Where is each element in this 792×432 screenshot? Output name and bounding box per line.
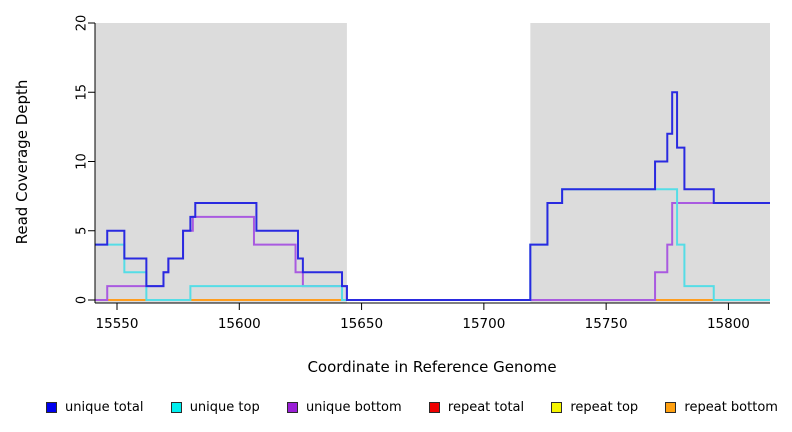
legend-swatch-repeat-bottom [665, 401, 677, 413]
y-tick-label: 20 [75, 15, 90, 32]
x-tick-label: 15700 [462, 316, 505, 332]
legend-item-repeat-total: repeat total [428, 399, 525, 415]
axis-layer: 0 5 10 15 20 15550 15600 15650 15700 15750 15800 [75, 15, 770, 332]
legend-swatch-unique-total [46, 401, 57, 413]
legend-label: repeat top [570, 399, 639, 415]
x-axis-title: Coordinate in Reference Genome [307, 358, 556, 376]
legend-label: repeat bottom [684, 399, 778, 415]
series-unique_total-line [95, 91, 770, 301]
plot-canvas: 0 5 10 15 20 15550 15600 15650 15700 15750 15800 C… [13, 15, 770, 376]
y-tick-label: 0 [75, 296, 90, 304]
left-gray-region [95, 23, 347, 303]
legend-swatch-repeat-top [551, 401, 563, 413]
legend: unique total unique top unique bottom repea… [46, 394, 778, 420]
right-gray-region [530, 23, 770, 303]
legend-label: repeat total [447, 399, 525, 415]
legend-swatch-repeat-total [428, 401, 440, 413]
series-layer [95, 91, 770, 301]
legend-item-repeat-top: repeat top [551, 400, 638, 415]
x-tick-label: 15800 [707, 316, 750, 332]
legend-label: unique total [65, 399, 144, 415]
x-tick-label: 15650 [340, 316, 383, 332]
y-axis-title: Read Coverage Depth [13, 80, 31, 245]
plot-background-layer [95, 23, 770, 303]
y-tick-label: 10 [75, 153, 90, 170]
legend-swatch-unique-bottom [286, 401, 298, 413]
legend-label: unique bottom [305, 399, 402, 415]
y-tick-label: 15 [75, 84, 90, 101]
legend-item-unique-top: unique top [170, 399, 260, 415]
legend-swatch-unique-top [170, 401, 182, 413]
legend-item-unique-bottom: unique bottom [286, 399, 402, 415]
x-tick-label: 15550 [96, 316, 139, 332]
y-tick-label: 5 [75, 227, 90, 235]
legend-item-unique-total: unique total [46, 400, 143, 415]
legend-label: unique top [189, 399, 260, 415]
x-tick-label: 15600 [218, 316, 261, 332]
legend-item-repeat-bottom: repeat bottom [665, 400, 778, 415]
x-tick-label: 15750 [585, 316, 628, 332]
